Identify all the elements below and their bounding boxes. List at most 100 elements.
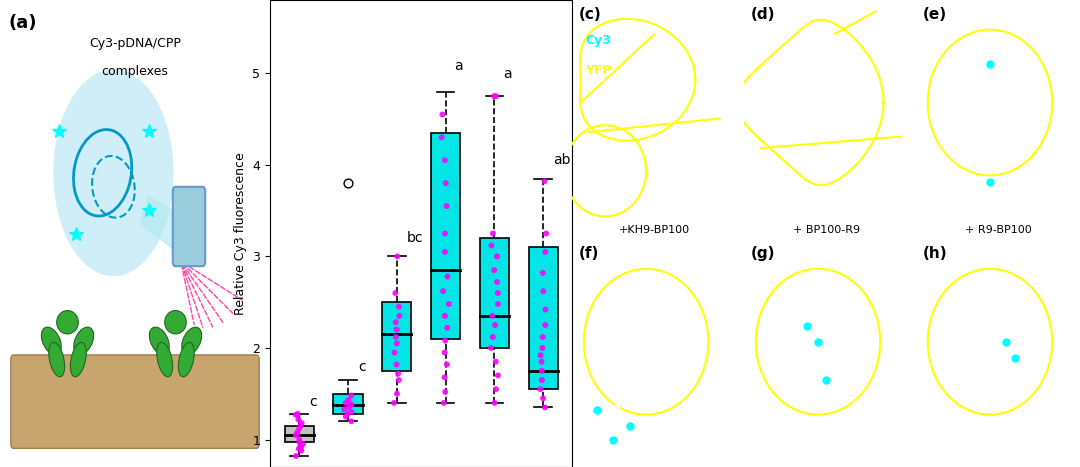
Bar — [528, 247, 557, 389]
Point — [389, 390, 406, 397]
Point — [388, 340, 405, 347]
Point — [389, 253, 406, 260]
Point — [386, 399, 403, 407]
Text: YFP: YFP — [585, 64, 612, 77]
Point — [438, 273, 456, 280]
Text: Cy3-pDNA/CPP: Cy3-pDNA/CPP — [89, 37, 181, 50]
Point — [291, 445, 308, 453]
Point — [436, 312, 454, 319]
Point — [436, 349, 454, 356]
Point — [537, 248, 554, 255]
Point — [434, 111, 451, 118]
Point — [336, 405, 353, 413]
Text: (f): (f) — [579, 246, 599, 261]
Point — [438, 202, 456, 210]
Ellipse shape — [164, 311, 187, 334]
Point — [537, 306, 554, 313]
Point — [388, 326, 405, 333]
Point — [438, 324, 456, 332]
Point — [535, 395, 552, 402]
Point — [433, 134, 450, 141]
Ellipse shape — [70, 342, 86, 377]
Point — [287, 452, 305, 460]
Point — [536, 177, 553, 185]
Point — [486, 399, 503, 407]
Point — [293, 447, 310, 454]
Point — [436, 337, 454, 344]
Point — [342, 392, 360, 399]
Point — [337, 413, 354, 420]
Ellipse shape — [178, 342, 194, 377]
Point — [386, 349, 403, 356]
Point — [484, 333, 501, 341]
Point — [441, 300, 458, 308]
Point — [295, 440, 312, 448]
Text: (e): (e) — [922, 7, 947, 22]
Bar — [382, 302, 411, 371]
Point — [340, 404, 357, 411]
Text: +KH9-BP100: +KH9-BP100 — [619, 225, 690, 234]
Point — [342, 408, 360, 416]
Bar — [431, 133, 460, 339]
Text: Cy3: Cy3 — [585, 34, 611, 47]
Point — [387, 333, 404, 341]
Point — [487, 358, 504, 366]
Point — [289, 416, 307, 423]
Point — [436, 388, 454, 396]
Point — [340, 396, 357, 404]
Ellipse shape — [157, 342, 173, 377]
Text: (a): (a) — [9, 14, 37, 32]
Point — [435, 399, 453, 407]
Point — [487, 385, 504, 393]
Text: complexes: complexes — [102, 65, 168, 78]
Text: (d): (d) — [751, 7, 775, 22]
Point — [391, 312, 408, 319]
Text: bc: bc — [406, 232, 423, 245]
Point — [337, 399, 354, 407]
Text: + R9-BP100: + R9-BP100 — [964, 225, 1031, 234]
Bar — [334, 394, 363, 414]
Point — [535, 288, 552, 295]
Ellipse shape — [73, 327, 94, 354]
Point — [436, 374, 454, 381]
Point — [483, 344, 500, 352]
Point — [293, 419, 310, 427]
Point — [339, 410, 356, 417]
Y-axis label: Relative Cy3 fluorescence: Relative Cy3 fluorescence — [233, 152, 246, 315]
Point — [489, 289, 507, 297]
Point — [531, 352, 549, 359]
Point — [532, 358, 550, 366]
Point — [390, 370, 407, 377]
Point — [489, 372, 507, 379]
Ellipse shape — [181, 327, 202, 354]
Point — [390, 303, 407, 311]
Text: (c): (c) — [579, 7, 602, 22]
Point — [291, 425, 308, 432]
Point — [486, 321, 503, 329]
FancyBboxPatch shape — [11, 355, 259, 448]
Point — [288, 428, 306, 436]
Point — [436, 230, 454, 237]
Point — [489, 300, 507, 308]
Text: a: a — [503, 67, 512, 81]
Bar — [285, 426, 314, 442]
Text: (h): (h) — [922, 246, 947, 261]
Bar — [480, 238, 509, 348]
Text: c: c — [357, 360, 365, 374]
Point — [486, 266, 503, 274]
Point — [287, 411, 305, 418]
Point — [388, 361, 405, 368]
FancyBboxPatch shape — [173, 187, 205, 266]
Point — [291, 436, 308, 443]
Point — [531, 385, 549, 393]
Point — [390, 376, 407, 384]
Point — [534, 367, 551, 375]
Point — [293, 443, 310, 451]
Point — [535, 333, 552, 341]
Point — [534, 344, 551, 352]
Point — [437, 179, 455, 187]
Point — [534, 376, 551, 384]
Point — [387, 318, 404, 326]
Point — [291, 439, 308, 446]
Point — [485, 92, 502, 100]
